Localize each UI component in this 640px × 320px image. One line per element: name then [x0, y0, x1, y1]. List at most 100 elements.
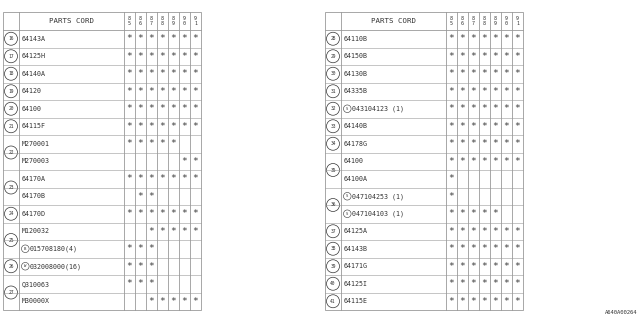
Text: *: *: [460, 139, 465, 148]
Text: *: *: [127, 69, 132, 78]
Text: M30000X: M30000X: [22, 298, 50, 304]
Text: *: *: [127, 244, 132, 253]
Text: *: *: [171, 297, 177, 306]
Text: *: *: [482, 104, 488, 113]
Circle shape: [326, 85, 339, 98]
Text: *: *: [449, 192, 454, 201]
Circle shape: [4, 260, 17, 273]
Text: *: *: [515, 244, 520, 253]
Text: *: *: [470, 279, 476, 288]
Text: 8
7: 8 7: [472, 16, 475, 26]
Text: *: *: [148, 279, 154, 288]
Text: *: *: [171, 104, 177, 113]
Text: *: *: [482, 139, 488, 148]
Text: *: *: [193, 52, 198, 61]
Text: 64130B: 64130B: [344, 71, 368, 77]
Text: 8
8: 8 8: [483, 16, 486, 26]
Text: *: *: [127, 52, 132, 61]
Text: *: *: [148, 297, 154, 306]
Text: *: *: [193, 104, 198, 113]
Text: 047104253 (1): 047104253 (1): [352, 193, 404, 199]
Circle shape: [326, 164, 339, 177]
Text: *: *: [493, 34, 499, 43]
Text: *: *: [182, 34, 188, 43]
Text: *: *: [493, 157, 499, 166]
Text: *: *: [138, 244, 143, 253]
Text: *: *: [148, 104, 154, 113]
Text: *: *: [449, 87, 454, 96]
Text: *: *: [159, 227, 165, 236]
Circle shape: [4, 85, 17, 98]
Text: *: *: [460, 209, 465, 218]
Text: *: *: [182, 227, 188, 236]
Circle shape: [326, 242, 339, 255]
Text: *: *: [193, 209, 198, 218]
Text: 39: 39: [330, 264, 336, 269]
Text: *: *: [470, 69, 476, 78]
Text: *: *: [159, 174, 165, 183]
Text: 64125A: 64125A: [344, 228, 368, 234]
Circle shape: [4, 32, 17, 45]
Text: 8
7: 8 7: [150, 16, 153, 26]
Text: *: *: [515, 262, 520, 271]
Text: *: *: [138, 279, 143, 288]
Text: *: *: [138, 174, 143, 183]
Text: *: *: [470, 122, 476, 131]
Text: *: *: [171, 139, 177, 148]
Text: *: *: [148, 262, 154, 271]
Text: *: *: [482, 87, 488, 96]
Text: *: *: [159, 122, 165, 131]
Text: 8
8: 8 8: [161, 16, 164, 26]
Circle shape: [344, 192, 351, 200]
Circle shape: [4, 146, 17, 159]
Text: *: *: [493, 52, 499, 61]
Text: *: *: [515, 34, 520, 43]
Text: *: *: [138, 139, 143, 148]
Text: W: W: [24, 264, 26, 268]
Text: *: *: [504, 157, 509, 166]
Text: *: *: [515, 157, 520, 166]
Text: *: *: [148, 192, 154, 201]
Text: *: *: [493, 122, 499, 131]
Text: 64178G: 64178G: [344, 141, 368, 147]
Text: *: *: [171, 69, 177, 78]
Text: *: *: [504, 244, 509, 253]
Text: *: *: [449, 157, 454, 166]
Text: *: *: [460, 279, 465, 288]
Text: 64115F: 64115F: [22, 123, 46, 129]
Text: *: *: [148, 139, 154, 148]
Text: *: *: [493, 104, 499, 113]
Circle shape: [326, 225, 339, 238]
Text: *: *: [460, 227, 465, 236]
Text: *: *: [138, 192, 143, 201]
Text: M270003: M270003: [22, 158, 50, 164]
Text: *: *: [138, 69, 143, 78]
Text: 30: 30: [330, 71, 336, 76]
Text: *: *: [493, 279, 499, 288]
Text: 19: 19: [8, 89, 13, 94]
Circle shape: [4, 67, 17, 80]
Text: *: *: [482, 209, 488, 218]
Text: M120032: M120032: [22, 228, 50, 234]
Circle shape: [4, 181, 17, 194]
Text: *: *: [493, 87, 499, 96]
Text: 9
1: 9 1: [516, 16, 519, 26]
Text: *: *: [493, 262, 499, 271]
Text: 37: 37: [330, 229, 336, 234]
Text: 8
9: 8 9: [172, 16, 175, 26]
Text: 64115E: 64115E: [344, 298, 368, 304]
Text: S: S: [346, 212, 349, 216]
Text: *: *: [515, 279, 520, 288]
Text: *: *: [482, 244, 488, 253]
Text: *: *: [449, 34, 454, 43]
Text: *: *: [138, 104, 143, 113]
Text: *: *: [482, 279, 488, 288]
Text: *: *: [504, 262, 509, 271]
Text: *: *: [148, 122, 154, 131]
Text: *: *: [171, 87, 177, 96]
Text: 41: 41: [330, 299, 336, 304]
Text: *: *: [138, 262, 143, 271]
Text: 16: 16: [8, 36, 13, 41]
Text: *: *: [493, 209, 499, 218]
Text: 35: 35: [330, 167, 336, 172]
